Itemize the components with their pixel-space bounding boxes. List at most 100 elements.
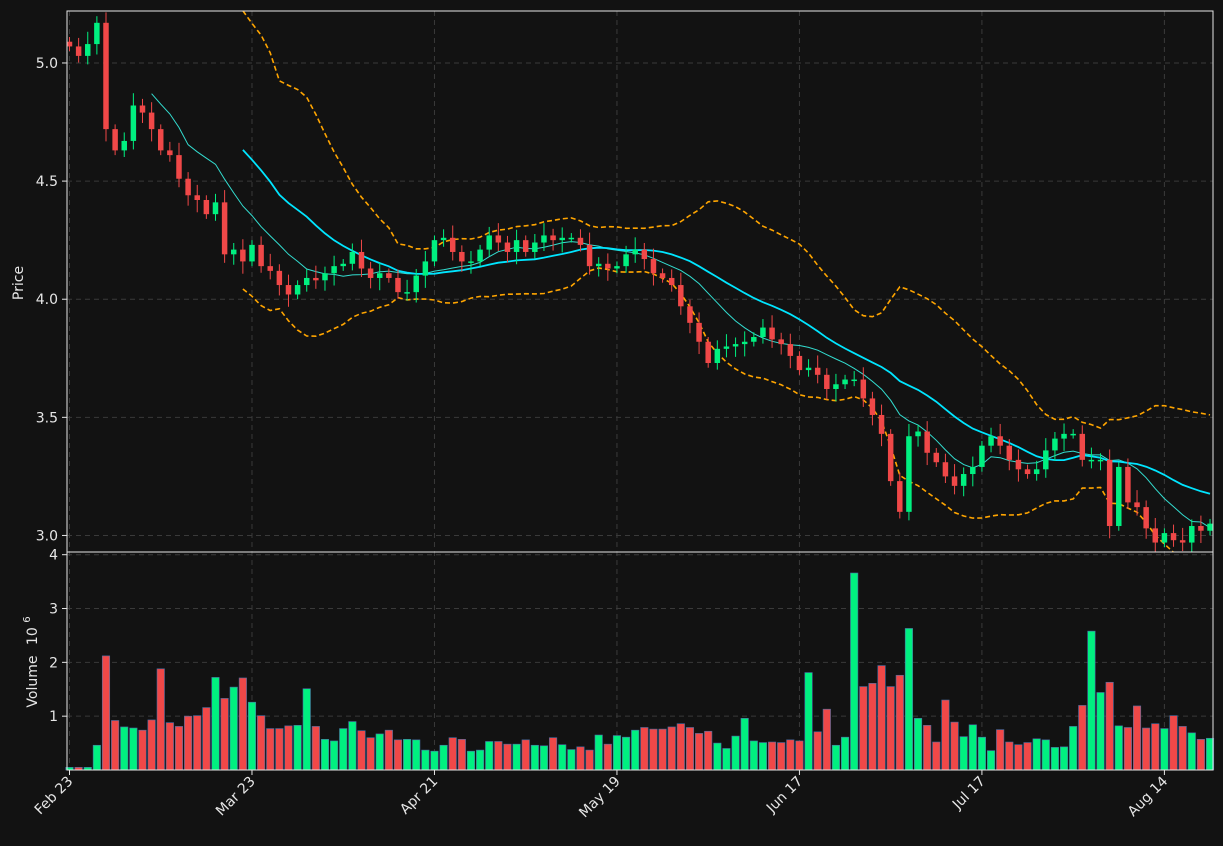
- volume-bar: [1142, 727, 1151, 771]
- candle: [687, 299, 693, 334]
- volume-bar: [220, 698, 229, 771]
- candle-body: [449, 237, 456, 252]
- volume-bar: [165, 722, 174, 771]
- candle: [203, 195, 210, 219]
- price-tick-label: 3.0: [36, 528, 58, 544]
- candle: [532, 234, 538, 259]
- volume-bar: [1114, 725, 1123, 771]
- candle-body: [340, 263, 346, 267]
- candle-body: [495, 235, 502, 243]
- candle: [577, 229, 584, 252]
- candle-body: [760, 327, 766, 338]
- candle-body: [878, 414, 885, 434]
- candle: [979, 440, 985, 472]
- ma-long-line: [242, 149, 1211, 495]
- candle-body: [705, 341, 711, 364]
- volume-bar: [603, 743, 612, 771]
- candle-body: [769, 327, 775, 340]
- candle: [230, 242, 237, 265]
- candle: [723, 334, 730, 358]
- candle-body: [331, 266, 337, 274]
- candle: [158, 124, 164, 156]
- candle: [586, 232, 593, 275]
- candle: [906, 423, 912, 521]
- volume-bar: [92, 744, 101, 771]
- candle: [824, 368, 830, 400]
- candle-body: [130, 105, 137, 141]
- volume-bar: [293, 725, 302, 771]
- volume-bar: [658, 728, 667, 771]
- candle: [760, 319, 766, 344]
- candle-body: [221, 202, 228, 255]
- candle: [559, 227, 565, 253]
- volume-bar: [421, 749, 430, 771]
- volume-bar: [238, 677, 247, 771]
- candle: [641, 242, 648, 270]
- candle-body: [915, 431, 921, 437]
- volume-bar: [339, 728, 348, 771]
- volume-bar: [549, 737, 558, 771]
- candle-body: [121, 140, 127, 151]
- volume-bar: [1041, 739, 1050, 771]
- candle-body: [513, 240, 520, 252]
- candle: [367, 261, 374, 289]
- candle-body: [203, 199, 210, 215]
- candle-body: [75, 46, 82, 56]
- candle-body: [541, 235, 547, 243]
- candle-body: [85, 44, 91, 56]
- candle: [805, 359, 812, 377]
- candle: [167, 141, 173, 162]
- volume-bar: [211, 677, 220, 771]
- candle-body: [960, 474, 967, 486]
- volume-bar: [722, 748, 731, 771]
- volume-bar: [904, 628, 913, 771]
- volume-bar: [622, 736, 631, 771]
- moving-average-layer: [151, 93, 1211, 529]
- candle: [1097, 453, 1104, 471]
- volume-axis-label-name: Volume: [25, 656, 41, 708]
- candle-body: [522, 240, 529, 252]
- volume-bar: [1151, 723, 1160, 771]
- candle: [1179, 527, 1186, 552]
- volume-bar: [393, 739, 403, 771]
- candle-body: [349, 251, 356, 264]
- candle-body: [595, 263, 602, 267]
- candle-body: [586, 244, 593, 267]
- volume-bar: [229, 686, 238, 771]
- candle: [933, 448, 940, 467]
- candle: [1170, 524, 1177, 547]
- volume-bar: [1123, 727, 1132, 771]
- candle-body: [605, 263, 611, 269]
- volume-bar: [667, 726, 676, 771]
- candle-body: [431, 240, 438, 262]
- candle-body: [778, 339, 784, 345]
- volume-bar: [1032, 738, 1041, 771]
- candle-body: [276, 270, 283, 286]
- volume-bar: [813, 731, 822, 771]
- candle-body: [459, 251, 465, 262]
- candle: [705, 337, 711, 368]
- candle-body: [477, 249, 483, 262]
- candle: [303, 269, 310, 292]
- candle-body: [112, 129, 118, 151]
- candle-body: [1143, 507, 1149, 529]
- candle-body: [395, 277, 401, 293]
- volume-bar: [247, 701, 257, 771]
- candle: [696, 312, 702, 355]
- candle: [915, 424, 921, 447]
- candle: [951, 464, 958, 495]
- volume-bar: [375, 733, 384, 771]
- candle: [970, 456, 976, 487]
- volume-bar: [685, 727, 694, 771]
- candle-body: [614, 266, 620, 269]
- volume-axis-label: Volume 10 6: [22, 616, 41, 707]
- candle-body: [1125, 466, 1131, 503]
- volume-bar: [348, 721, 357, 771]
- volume-bar: [357, 730, 366, 771]
- candle-body: [951, 476, 958, 486]
- volume-bar: [786, 739, 795, 771]
- volume-bar: [147, 719, 156, 771]
- volume-bar: [731, 735, 740, 771]
- volume-bar: [923, 725, 932, 771]
- candle-body: [1198, 526, 1204, 531]
